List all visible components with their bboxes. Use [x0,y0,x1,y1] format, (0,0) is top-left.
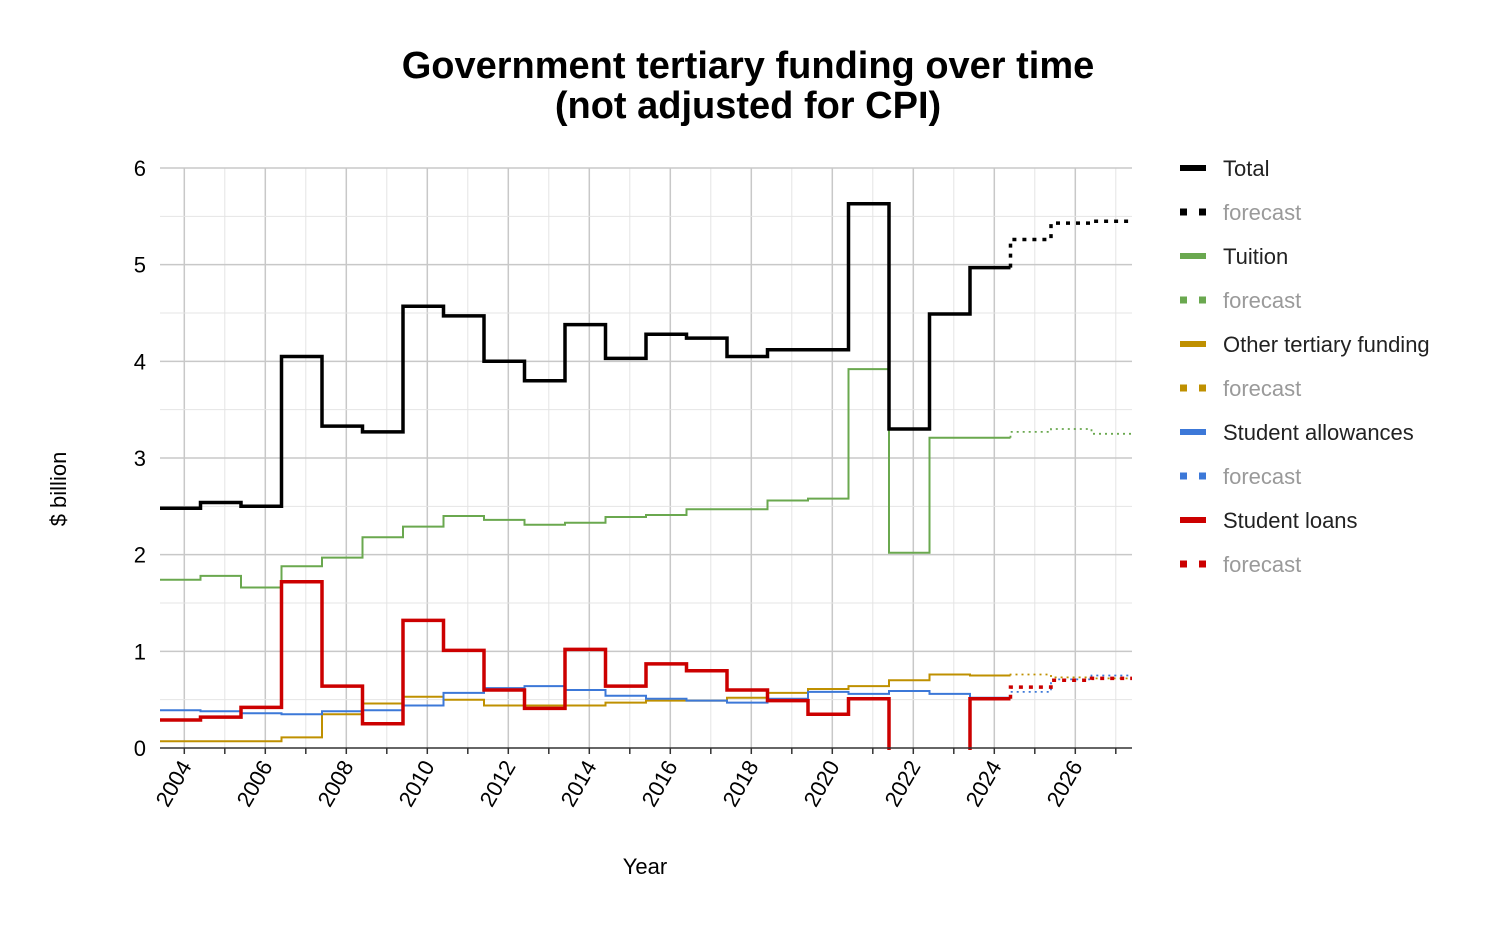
x-tick-label-2004: 2004 [151,756,197,811]
legend-item-9: forecast [1180,552,1301,577]
y-tick-label-3: 3 [134,446,146,471]
legend-item-2: Tuition [1180,244,1288,269]
series-student-allowances [160,674,1132,716]
legend-label: Tuition [1223,244,1288,269]
legend-item-8: Student loans [1180,508,1358,533]
legend-label: forecast [1223,288,1301,313]
legend-label: Total [1223,156,1269,181]
legend-label: Student loans [1223,508,1358,533]
y-tick-label-2: 2 [134,543,146,568]
series-total [160,202,1132,511]
legend-label: forecast [1223,376,1301,401]
x-tick-label-2026: 2026 [1042,756,1088,811]
series-tuition [160,368,1132,589]
legend: Total forecast Tuition forecast Other tertia… [1180,156,1430,577]
legend-item-5: forecast [1180,376,1301,401]
x-tick-label-2014: 2014 [556,756,602,811]
legend-swatch-dot [1180,384,1187,392]
legend-swatch-dot [1199,208,1206,216]
x-tick-label-2018: 2018 [718,756,764,811]
legend-label: forecast [1223,552,1301,577]
legend-label: Student allowances [1223,420,1414,445]
legend-swatch-dot [1199,560,1206,568]
legend-item-1: forecast [1180,200,1301,225]
y-tick-label-1: 1 [134,639,146,664]
x-tick-label-2012: 2012 [475,756,521,811]
legend-item-3: forecast [1180,288,1301,313]
legend-item-0: Total [1180,156,1269,181]
y-tick-label-4: 4 [134,349,146,374]
series-line-other-tertiary-funding [160,673,1011,743]
legend-item-4: Other tertiary funding [1180,332,1430,357]
legend-swatch-dot [1180,296,1187,304]
x-tick-label-2008: 2008 [313,756,359,811]
forecast-line-total [1008,219,1132,268]
x-tick-label-2024: 2024 [961,756,1007,811]
legend-swatch-dot [1199,384,1206,392]
x-axis-label: Year [623,854,667,879]
legend-swatch-dot [1199,472,1206,480]
chart-title-line-1: Government tertiary funding over time [402,45,1095,87]
legend-swatch-dot [1180,472,1187,480]
series-line-student-loans [160,579,1011,750]
y-axis-label: $ billion [46,452,71,527]
series-line-tuition [160,368,1011,589]
series-layer [160,202,1132,750]
legend-swatch-dot [1180,560,1187,568]
legend-label: forecast [1223,200,1301,225]
y-tick-label-0: 0 [134,736,146,761]
forecast-line-tuition [1009,428,1132,438]
series-student-loans [160,579,1132,750]
y-tick-label-5: 5 [134,253,146,278]
series-line-student-allowances [160,685,1011,716]
legend-item-6: Student allowances [1180,420,1414,445]
axes: 2004 2006 2008 2010 2012 2014 2016 2018 2020 2022… [134,156,1132,811]
x-tick-label-2022: 2022 [880,756,926,811]
forecast-line-student-allowances [1009,674,1132,698]
legend-swatch-dot [1180,208,1187,216]
legend-swatch-dot [1199,296,1206,304]
series-line-total [160,202,1011,511]
legend-item-7: forecast [1180,464,1301,489]
y-tick-label-6: 6 [134,156,146,181]
legend-label: forecast [1223,464,1301,489]
x-tick-label-2010: 2010 [394,756,440,811]
legend-label: Other tertiary funding [1223,332,1430,357]
x-tick-label-2016: 2016 [637,756,683,811]
x-tick-label-2020: 2020 [799,756,845,811]
forecast-line-student-loans [1008,676,1132,699]
x-tick-label-2006: 2006 [232,756,278,811]
grid [160,167,1132,748]
chart-title-line-2: (not adjusted for CPI) [555,85,941,127]
